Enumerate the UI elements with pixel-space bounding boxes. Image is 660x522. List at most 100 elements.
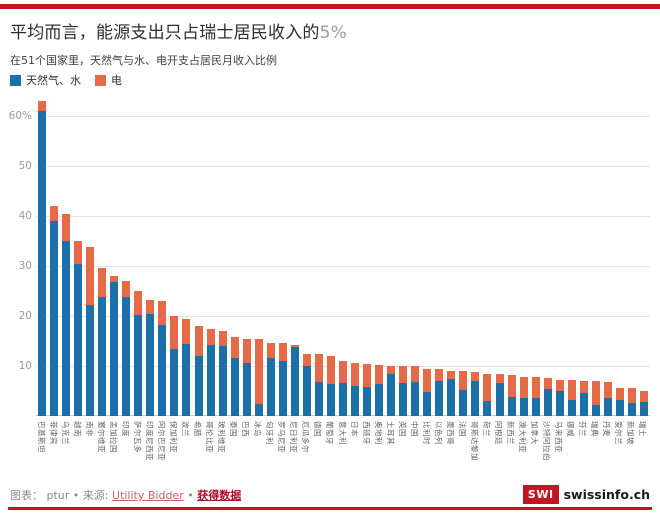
x-axis-label-巴基斯坦: 巴基斯坦 bbox=[36, 421, 46, 453]
x-axis-label-爱尔兰: 爱尔兰 bbox=[614, 421, 624, 445]
bar-阿根廷[interactable] bbox=[495, 373, 504, 416]
bar-匈牙利[interactable] bbox=[266, 342, 275, 416]
segment-天然气、水 bbox=[50, 221, 59, 416]
segment-天然气、水 bbox=[146, 313, 155, 416]
segment-电 bbox=[603, 382, 612, 398]
y-axis-label-30: 30 bbox=[18, 260, 32, 272]
bar-丹麦[interactable] bbox=[603, 382, 612, 416]
y-axis-label-40: 40 bbox=[18, 210, 32, 222]
x-axis-label-塞尔维亚: 塞尔维亚 bbox=[96, 421, 106, 453]
segment-天然气、水 bbox=[363, 387, 372, 416]
segment-天然气、水 bbox=[375, 383, 384, 416]
bar-加拿大[interactable] bbox=[531, 376, 540, 416]
bar-希腊[interactable] bbox=[194, 326, 203, 416]
bar-孟加拉国[interactable] bbox=[110, 276, 119, 416]
bar-泰国[interactable] bbox=[230, 336, 239, 416]
bar-土耳其[interactable] bbox=[387, 365, 396, 416]
bar-澳大利亚[interactable] bbox=[519, 376, 528, 416]
x-axis-label-哥斯达黎加: 哥斯达黎加 bbox=[469, 421, 479, 461]
bar-保加利亚[interactable] bbox=[170, 315, 179, 416]
x-axis-label-孟加拉国: 孟加拉国 bbox=[108, 421, 118, 453]
x-axis-label-波兰: 波兰 bbox=[180, 421, 190, 437]
bar-巴西[interactable] bbox=[242, 338, 251, 416]
page-title: 平均而言，能源支出只占瑞士居民收入的5% bbox=[10, 18, 650, 43]
bar-爱尔兰[interactable] bbox=[615, 387, 624, 416]
segment-电 bbox=[122, 280, 131, 297]
top-red-rule bbox=[0, 4, 660, 9]
segment-电 bbox=[134, 291, 143, 315]
bar-哥伦比亚[interactable] bbox=[206, 328, 215, 416]
bar-哥斯达黎加[interactable] bbox=[471, 372, 480, 416]
bar-波兰[interactable] bbox=[182, 319, 191, 416]
bar-尼日利亚[interactable] bbox=[290, 345, 299, 416]
bar-法国[interactable] bbox=[459, 371, 468, 416]
segment-电 bbox=[507, 374, 516, 397]
y-axis-label-20: 20 bbox=[18, 310, 32, 322]
x-axis-label-沙特阿拉伯: 沙特阿拉伯 bbox=[542, 421, 552, 461]
bar-沙特阿拉伯[interactable] bbox=[543, 377, 552, 416]
bar-瑞士[interactable] bbox=[639, 391, 648, 416]
bar-意大利[interactable] bbox=[339, 360, 347, 416]
bar-挪威[interactable] bbox=[567, 379, 576, 416]
bar-印度[interactable] bbox=[122, 280, 131, 416]
segment-天然气、水 bbox=[447, 378, 456, 416]
bar-比利时[interactable] bbox=[423, 368, 432, 416]
bar-新加坡[interactable] bbox=[627, 387, 636, 416]
segment-电 bbox=[399, 365, 408, 383]
segment-电 bbox=[314, 354, 323, 382]
x-axis-label-荷兰: 荷兰 bbox=[481, 421, 491, 437]
brand-logo: SWI swissinfo.ch bbox=[522, 485, 650, 504]
bar-塞尔维亚[interactable] bbox=[98, 267, 107, 416]
source-link[interactable]: Utility Bidder bbox=[112, 489, 184, 502]
gridline-60 bbox=[36, 116, 650, 117]
bar-墨西哥[interactable] bbox=[447, 370, 456, 416]
bar-南非[interactable] bbox=[86, 247, 95, 416]
bar-英国[interactable] bbox=[399, 365, 408, 416]
legend-label-gas-water: 天然气、水 bbox=[26, 74, 81, 87]
x-axis-label-墨西哥: 墨西哥 bbox=[445, 421, 455, 445]
bar-罗马尼亚[interactable] bbox=[278, 342, 287, 416]
bar-芬兰[interactable] bbox=[579, 381, 588, 416]
x-axis-label-玻利维亚: 玻利维亚 bbox=[217, 421, 227, 453]
segment-天然气、水 bbox=[266, 357, 275, 416]
segment-电 bbox=[230, 336, 239, 358]
bar-冰岛[interactable] bbox=[254, 338, 263, 416]
title-highlight: 5% bbox=[319, 23, 347, 43]
title-text: 平均而言，能源支出只占瑞士居民收入的 bbox=[10, 23, 320, 43]
bar-阿尔巴尼亚[interactable] bbox=[158, 301, 167, 416]
y-axis-label-50: 50 bbox=[18, 160, 32, 172]
bar-萨尔瓦多[interactable] bbox=[134, 291, 143, 416]
segment-天然气、水 bbox=[471, 381, 480, 416]
segment-天然气、水 bbox=[483, 400, 492, 416]
x-axis-label-瑞典: 瑞典 bbox=[590, 421, 600, 437]
segment-天然气、水 bbox=[206, 344, 215, 416]
bar-德国[interactable] bbox=[314, 354, 323, 416]
bar-葡萄牙[interactable] bbox=[326, 356, 335, 416]
bar-巴基斯坦[interactable] bbox=[38, 101, 47, 416]
bar-奥地利[interactable] bbox=[375, 365, 384, 416]
bar-乌克兰[interactable] bbox=[62, 213, 71, 416]
bar-荷兰[interactable] bbox=[483, 373, 492, 416]
segment-天然气、水 bbox=[435, 381, 444, 416]
get-data-link[interactable]: 获得数据 bbox=[197, 489, 242, 502]
segment-电 bbox=[615, 387, 624, 400]
bar-马来西亚[interactable] bbox=[555, 379, 564, 416]
bar-以色列[interactable] bbox=[435, 368, 444, 416]
bar-厄瓜多尔[interactable] bbox=[302, 353, 311, 416]
x-axis-label-尼日利亚: 尼日利亚 bbox=[289, 421, 299, 453]
x-axis-label-印度: 印度 bbox=[120, 421, 130, 437]
swi-logo-icon: SWI bbox=[522, 485, 559, 504]
bar-西班牙[interactable] bbox=[363, 364, 372, 416]
bar-日本[interactable] bbox=[351, 362, 360, 416]
bar-印度尼西亚[interactable] bbox=[146, 300, 155, 416]
bar-越南[interactable] bbox=[74, 241, 83, 416]
bar-玻利维亚[interactable] bbox=[218, 330, 227, 416]
bar-菲律宾[interactable] bbox=[50, 206, 59, 416]
bottom-red-rule bbox=[8, 507, 652, 510]
bar-中国[interactable] bbox=[411, 366, 420, 416]
bar-新西兰[interactable] bbox=[507, 374, 516, 416]
bar-瑞典[interactable] bbox=[591, 381, 600, 416]
segment-天然气、水 bbox=[387, 373, 396, 416]
brand-name: swissinfo.ch bbox=[563, 487, 650, 502]
